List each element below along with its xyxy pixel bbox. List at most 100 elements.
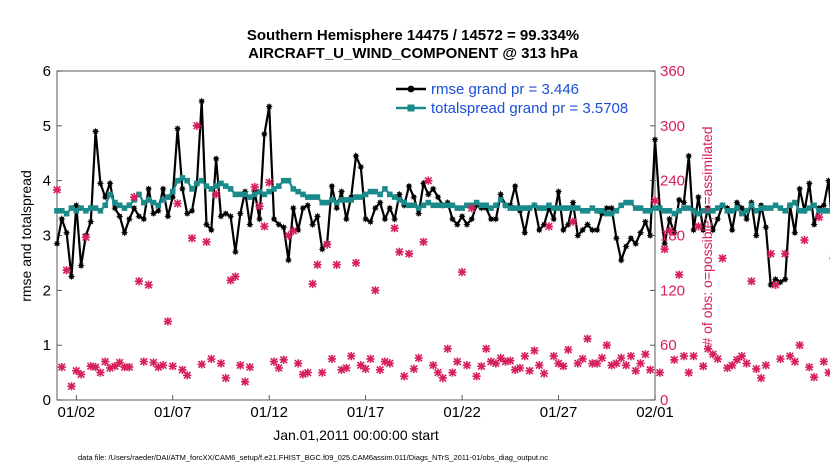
obs-count-point (515, 363, 525, 373)
rmse-point (96, 179, 104, 188)
x-tick-label: 01/27 (540, 404, 578, 421)
legend-spread-label: totalspread grand pr = 3.5708 (431, 100, 628, 117)
rmse-point (366, 218, 375, 226)
rmse-point (492, 215, 500, 223)
rmse-point (564, 220, 572, 229)
spread-point (343, 197, 350, 203)
rmse-point (554, 188, 563, 196)
rmse-point (665, 215, 674, 223)
obs-count-point (776, 354, 785, 363)
spread-point (329, 197, 335, 203)
spread-point (102, 202, 108, 209)
spread-point (517, 205, 523, 211)
spread-point (579, 208, 586, 214)
rmse-point (805, 179, 813, 188)
obs-count-point (212, 190, 221, 199)
rmse-point (617, 256, 625, 264)
rmse-point (776, 278, 784, 286)
rmse-point (227, 212, 235, 220)
spread-point (608, 210, 615, 217)
spread-point (232, 191, 239, 198)
rmse-point (63, 229, 71, 237)
obs-count-point (105, 363, 115, 373)
rmse-point (159, 185, 167, 193)
spread-point (493, 202, 499, 209)
spread-point (116, 202, 123, 209)
rmse-point (410, 193, 418, 201)
spread-point (126, 202, 133, 209)
rmse-point (487, 215, 495, 223)
obs-count-point (419, 237, 428, 246)
spread-point (628, 199, 634, 206)
spread-point (415, 205, 422, 211)
obs-count-point (101, 357, 110, 366)
rmse-point (453, 220, 461, 229)
obs-count-point (371, 286, 380, 295)
obs-count-point (313, 260, 322, 269)
spread-point (184, 177, 190, 184)
spread-point (73, 208, 80, 214)
rmse-point (424, 190, 432, 198)
spread-point (223, 183, 229, 189)
obs-count-point (544, 222, 553, 231)
rmse-point (463, 220, 471, 229)
spread-point (700, 208, 706, 214)
obs-count-point (525, 366, 534, 375)
spread-point (367, 188, 374, 195)
spread-point (242, 191, 248, 198)
obs-count-point (443, 344, 452, 353)
rmse-point (608, 204, 616, 212)
spread-point (526, 205, 533, 211)
spread-point (483, 202, 489, 209)
obs-count-point (337, 365, 346, 374)
y2-tick-label: 0 (660, 392, 668, 409)
spread-point (695, 210, 702, 217)
rmse-point (651, 135, 659, 144)
spread-point (280, 177, 287, 184)
chart-subtitle: AIRCRAFT_U_WIND_COMPONENT @ 313 hPa (248, 45, 578, 62)
obs-count-point (708, 350, 717, 359)
rmse-point (796, 185, 804, 193)
spread-point (150, 199, 157, 206)
rmse-point (299, 204, 307, 212)
spread-point (690, 208, 697, 214)
spread-point (681, 205, 687, 211)
spread-point (753, 208, 760, 214)
chart-title: Southern Hemisphere 14475 / 14572 = 99.3… (247, 27, 579, 44)
spread-point (459, 205, 465, 211)
obs-count-point (250, 182, 259, 192)
spread-point (502, 202, 509, 209)
obs-count-point (641, 350, 650, 359)
obs-count-point (800, 235, 809, 245)
spread-point (300, 191, 306, 198)
spread-point (560, 205, 567, 211)
rmse-point (342, 215, 350, 223)
obs-count-point (221, 373, 230, 383)
rmse-point (135, 212, 143, 220)
rmse-point (53, 240, 61, 248)
spread-point (160, 197, 166, 203)
obs-count-point (684, 368, 693, 377)
obs-count-point (380, 357, 390, 366)
obs-count-point (231, 272, 240, 281)
rmse-point (535, 226, 543, 234)
spread-point (430, 202, 436, 209)
spread-point (729, 208, 735, 214)
spread-point (194, 180, 200, 187)
obs-count-point (636, 359, 645, 368)
obs-count-point (631, 366, 640, 375)
obs-count-point (433, 368, 443, 377)
series-3 (52, 121, 830, 391)
spread-point (420, 202, 427, 209)
obs-count-point (395, 247, 404, 257)
spread-point (406, 202, 412, 209)
obs-count-point (699, 362, 708, 371)
spread-point (686, 205, 692, 211)
obs-count-point (612, 359, 621, 368)
obs-count-point (766, 249, 775, 258)
spread-point (584, 208, 591, 214)
rmse-point (376, 199, 384, 207)
spread-point (218, 180, 224, 187)
obs-count-point (236, 361, 245, 370)
rmse-point (820, 201, 828, 209)
